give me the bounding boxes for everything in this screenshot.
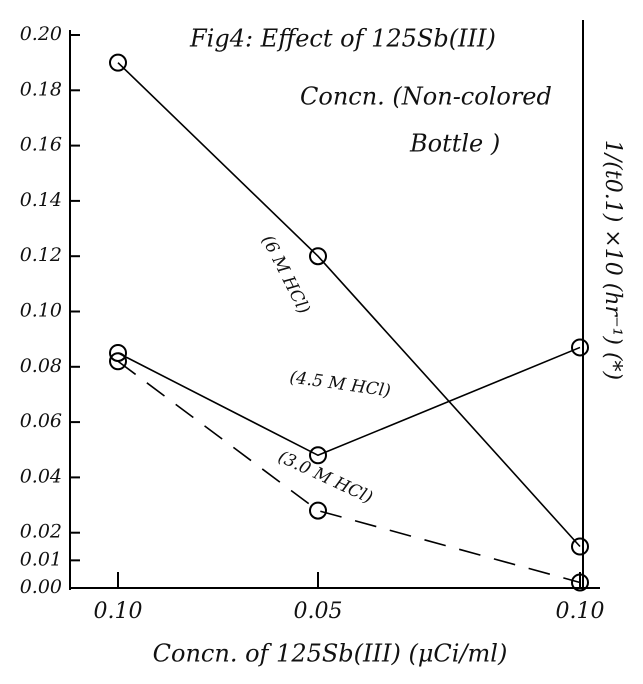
series-line bbox=[117, 62, 581, 548]
data-point bbox=[109, 343, 127, 362]
series-line bbox=[117, 346, 581, 457]
y-tick-label: 0.18 bbox=[20, 78, 62, 100]
y-tick-label: 0.02 bbox=[20, 521, 62, 543]
y2-axis-label: 1/(t0.1) ×10 (hr⁻¹) (*) bbox=[600, 140, 625, 380]
y-tick-label: 0.08 bbox=[20, 355, 62, 377]
series-label: (4.5 M HCl) bbox=[288, 368, 392, 402]
x-tick-label: 0.10 bbox=[94, 599, 143, 624]
data-point bbox=[571, 573, 589, 592]
y-tick-label: 0.12 bbox=[20, 244, 62, 266]
y-tick-label: 0.14 bbox=[20, 189, 62, 211]
y-tick-label: 0.04 bbox=[20, 465, 62, 487]
y-tick-label: 0.16 bbox=[20, 134, 62, 156]
x-axis-label: Concn. of 125Sb(III) (μCi/ml) bbox=[153, 640, 508, 668]
data-point bbox=[571, 537, 589, 556]
data-point bbox=[109, 53, 127, 72]
data-point bbox=[571, 338, 589, 357]
y-tick-label: 0.01 bbox=[20, 548, 62, 570]
data-point bbox=[309, 247, 327, 266]
data-point bbox=[309, 501, 327, 520]
y-tick-label: 0.10 bbox=[20, 300, 62, 322]
series-line bbox=[117, 360, 581, 584]
y-tick-label: 0.00 bbox=[20, 576, 62, 598]
chart-title: Bottle ) bbox=[409, 130, 500, 158]
y-tick-label: 0.06 bbox=[20, 410, 62, 432]
x-tick-label: 0.05 bbox=[294, 599, 343, 624]
y-tick-label: 0.20 bbox=[20, 23, 62, 45]
data-point bbox=[109, 352, 127, 371]
x-tick-label: 0.10 bbox=[556, 599, 605, 624]
chart-title: Fig4: Effect of 125Sb(III) bbox=[189, 25, 496, 53]
data-point bbox=[309, 446, 327, 465]
chart-title: Concn. (Non-colored bbox=[300, 83, 552, 111]
